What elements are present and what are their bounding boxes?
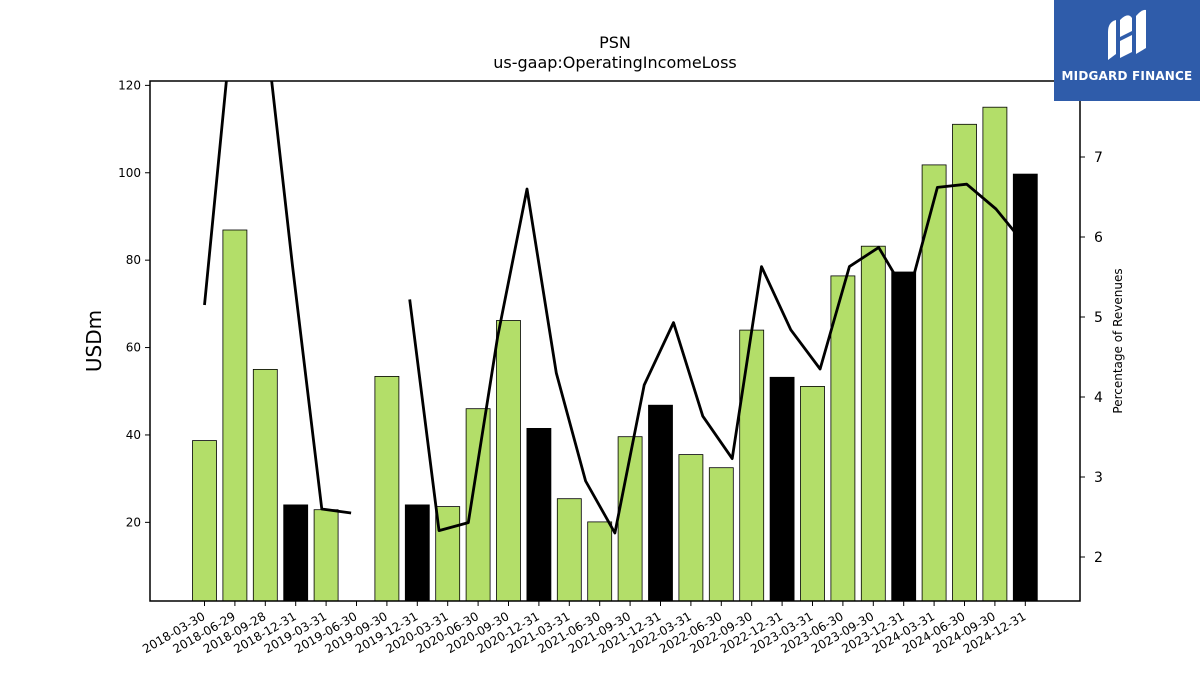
midgard-finance-logo: MIDGARD FINANCE [1054, 0, 1200, 101]
y-tick-label: 20 [126, 515, 141, 529]
plot-frame [149, 80, 1081, 602]
y-axis-left: 20 40 60 80 100 120 [118, 78, 150, 529]
chart-title: PSN [599, 33, 631, 52]
chart-subtitle: us-gaap:OperatingIncomeLoss [493, 53, 737, 72]
y-tick-label: 80 [126, 253, 141, 267]
y2-tick-label: 4 [1094, 390, 1103, 406]
bar-2021-09-30 [617, 436, 643, 602]
bar-2019-12-31 [404, 504, 430, 602]
bar-2024-09-30 [982, 106, 1008, 602]
y2-tick-label: 7 [1094, 150, 1103, 166]
bar-2020-12-31 [526, 427, 552, 602]
x-axis: 2018-03-302018-06-292018-09-282018-12-31… [140, 601, 1028, 656]
y-tick-label: 40 [126, 428, 141, 442]
y-axis-right: 2 3 4 5 6 7 [1080, 150, 1103, 566]
line-series [203, 81, 1027, 535]
bar-2024-03-31 [921, 164, 947, 602]
y-axis-label-left: USDm [82, 310, 106, 372]
bar-2018-03-30 [192, 440, 217, 602]
bar-series [192, 106, 1038, 602]
bar-2023-09-30 [860, 245, 886, 602]
bar-2022-06-30 [708, 467, 734, 602]
bar-2018-12-31 [283, 504, 309, 602]
y-tick-label: 120 [118, 78, 141, 92]
logo-mark-icon [1108, 9, 1146, 60]
y2-tick-label: 5 [1094, 310, 1103, 326]
y-tick-label: 100 [118, 166, 141, 180]
bar-2021-03-31 [556, 498, 582, 602]
bar-2024-06-30 [952, 123, 977, 602]
bar-2021-12-31 [648, 404, 673, 602]
bar-2022-12-31 [769, 376, 795, 602]
logo-text: MIDGARD FINANCE [1061, 69, 1193, 83]
y2-tick-label: 3 [1094, 470, 1103, 486]
bar-2019-03-31 [313, 509, 339, 602]
y-tick-label: 60 [126, 341, 141, 355]
bar-2020-03-31 [435, 506, 461, 602]
bar-2023-03-31 [800, 385, 825, 602]
bar-2021-06-30 [587, 521, 613, 602]
bar-2023-12-31 [891, 271, 917, 602]
bar-2023-06-30 [830, 275, 856, 602]
bar-2018-09-28 [252, 368, 278, 602]
y2-tick-label: 2 [1094, 550, 1103, 566]
bar-2018-06-29 [222, 229, 248, 602]
bar-2022-03-31 [678, 454, 704, 602]
bar-2019-09-30 [374, 375, 400, 602]
percentage-line [203, 81, 1027, 535]
y2-tick-label: 6 [1094, 230, 1103, 246]
bar-2022-09-30 [739, 329, 765, 602]
bar-2020-09-30 [496, 320, 521, 602]
y-axis-label-right: Percentage of Revenues [1111, 268, 1125, 413]
bar-2024-12-31 [1012, 173, 1038, 602]
